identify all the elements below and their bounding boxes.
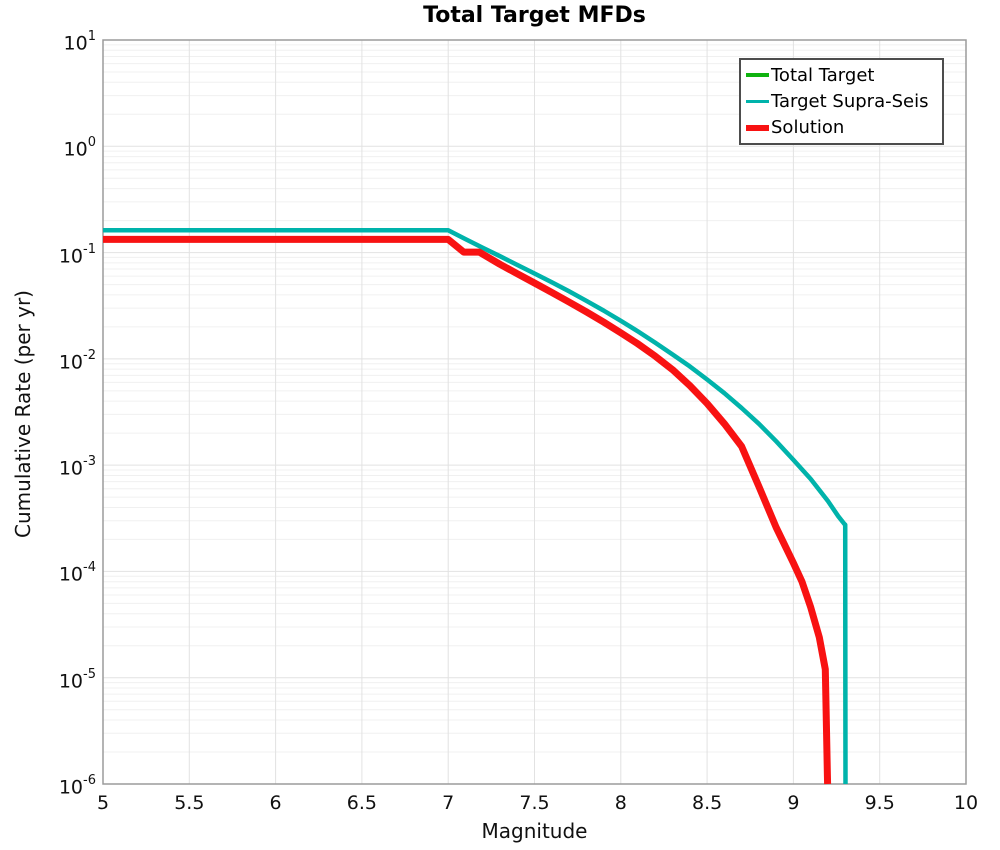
y-tick-label: 10-3 [58, 454, 96, 480]
x-tick-label: 7.5 [519, 792, 550, 814]
legend-label: Solution [771, 117, 845, 139]
x-tick-label: 6.5 [346, 792, 377, 814]
y-tick-label: 10-2 [58, 347, 96, 374]
x-tick-label: 8 [614, 792, 627, 814]
chart-title: Total Target MFDs [423, 3, 646, 28]
y-tick-label: 100 [63, 135, 96, 161]
legend-row: Target Supra-Seis [746, 88, 938, 114]
y-tick-label: 10-1 [58, 241, 96, 267]
legend-row: Solution [746, 115, 938, 141]
legend-label: Target Supra-Seis [771, 90, 929, 112]
x-tick-label: 9 [787, 792, 800, 814]
x-tick-label: 5 [96, 792, 110, 814]
x-tick-label: 8.5 [691, 792, 723, 814]
legend-line-swatch [746, 124, 769, 131]
y-tick-label: 10-5 [58, 666, 96, 693]
legend: Total Target Target Supra-Seis Solution [739, 58, 944, 145]
y-tick-label: 101 [63, 29, 96, 55]
y-tick-label: 10-4 [58, 560, 96, 586]
x-tick-label: 7 [442, 792, 455, 814]
series-target-supra-seis [103, 228, 848, 785]
plot-frame [102, 39, 967, 785]
x-axis-title: Magnitude [481, 819, 588, 843]
legend-label: Total Target [771, 64, 875, 86]
x-tick-label: 6 [269, 792, 282, 814]
legend-row: Total Target [746, 62, 938, 88]
y-tick-label: 10-6 [58, 773, 96, 799]
x-tick-label: 9.5 [864, 792, 895, 814]
series-solution [103, 235, 832, 785]
legend-line-swatch [746, 73, 769, 78]
x-tick-label: 10 [953, 792, 979, 814]
x-tick-label: 5.5 [174, 792, 205, 814]
legend-line-swatch [746, 99, 769, 104]
